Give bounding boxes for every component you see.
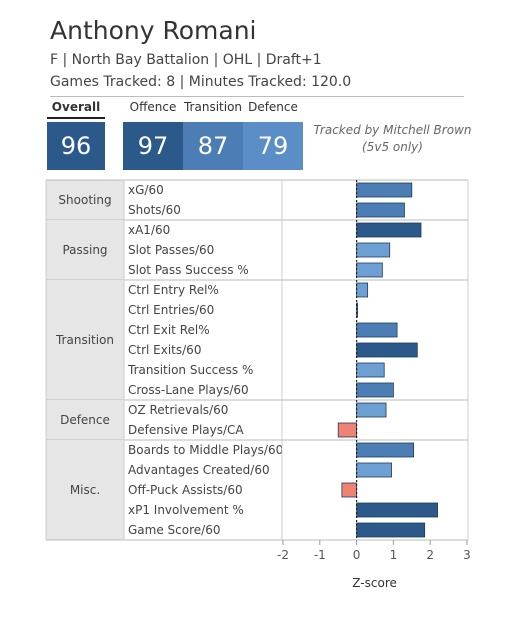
x-tick-label: 2: [426, 548, 434, 562]
metric-label: Ctrl Entry Rel%: [128, 283, 219, 297]
x-tick-label: 3: [463, 548, 471, 562]
bar: [356, 182, 413, 198]
category-label: Defence: [60, 413, 110, 427]
tracked-by-scope: (5v5 only): [362, 140, 423, 154]
category-label: Passing: [62, 243, 107, 257]
category-label: Misc.: [70, 483, 100, 497]
overall-label[interactable]: Overall: [51, 100, 101, 114]
metric-label: Defensive Plays/CA: [128, 423, 244, 437]
bar: [356, 282, 369, 298]
metric-label: xA1/60: [128, 223, 170, 237]
metric-label: Advantages Created/60: [128, 463, 270, 477]
category-cell-bg: [46, 400, 124, 440]
metric-label: Ctrl Entries/60: [128, 303, 214, 317]
defence-label[interactable]: Defence: [248, 100, 298, 114]
player-info: F | North Bay Battalion | OHL | Draft+1: [50, 52, 322, 68]
bar: [356, 202, 405, 218]
metric-label: Game Score/60: [128, 523, 220, 537]
x-tick-label: 1: [390, 548, 398, 562]
header-divider: [50, 96, 464, 97]
offence-label[interactable]: Offence: [129, 100, 177, 114]
bar: [356, 362, 385, 378]
bar: [356, 342, 418, 358]
bar: [356, 222, 422, 238]
bar: [356, 242, 391, 258]
x-axis-label: Z-score: [352, 576, 397, 590]
overall-score: 96: [47, 122, 105, 170]
bar: [356, 502, 438, 518]
defence-score: 79: [243, 122, 303, 170]
bar: [356, 462, 392, 478]
bar: [356, 322, 398, 338]
offence-score: 97: [123, 122, 183, 170]
category-cell-bg: [46, 180, 124, 220]
metric-label: Ctrl Exit Rel%: [128, 323, 210, 337]
bar: [356, 522, 426, 538]
overall-selected-underline: [47, 117, 105, 119]
tracked-by-note: Tracked by Mitchell Brown (5v5 only): [310, 122, 475, 156]
x-tick-label: -2: [277, 548, 289, 562]
transition-score: 87: [183, 122, 243, 170]
category-cell-bg: [46, 440, 124, 540]
bar: [356, 262, 383, 278]
category-cell-bg: [46, 220, 124, 280]
metric-label: Shots/60: [128, 203, 181, 217]
metric-label: Boards to Middle Plays/60: [128, 443, 283, 457]
bar: [356, 382, 394, 398]
bar: [337, 422, 358, 438]
category-label: Shooting: [58, 193, 111, 207]
metric-label: Transition Success %: [127, 363, 253, 377]
metric-label: Slot Passes/60: [128, 243, 214, 257]
metric-label: Ctrl Exits/60: [128, 343, 201, 357]
transition-label[interactable]: Transition: [183, 100, 243, 114]
category-cell-bg: [46, 280, 124, 400]
games-tracked-line: Games Tracked: 8 | Minutes Tracked: 120.…: [50, 74, 352, 90]
x-tick-label: 0: [353, 548, 361, 562]
metric-label: Off-Puck Assists/60: [128, 483, 243, 497]
tracked-by-name: Tracked by Mitchell Brown: [313, 123, 472, 137]
metric-label: xP1 Involvement %: [128, 503, 244, 517]
player-name: Anthony Romani: [50, 16, 257, 45]
metric-label: xG/60: [128, 183, 164, 197]
bar: [341, 482, 358, 498]
bar: [356, 442, 415, 458]
x-tick-label: -1: [314, 548, 326, 562]
metric-label: Cross-Lane Plays/60: [128, 383, 249, 397]
bar: [356, 402, 387, 418]
metric-label: Slot Pass Success %: [128, 263, 249, 277]
category-label: Transition: [55, 333, 114, 347]
metric-label: OZ Retrievals/60: [128, 403, 228, 417]
